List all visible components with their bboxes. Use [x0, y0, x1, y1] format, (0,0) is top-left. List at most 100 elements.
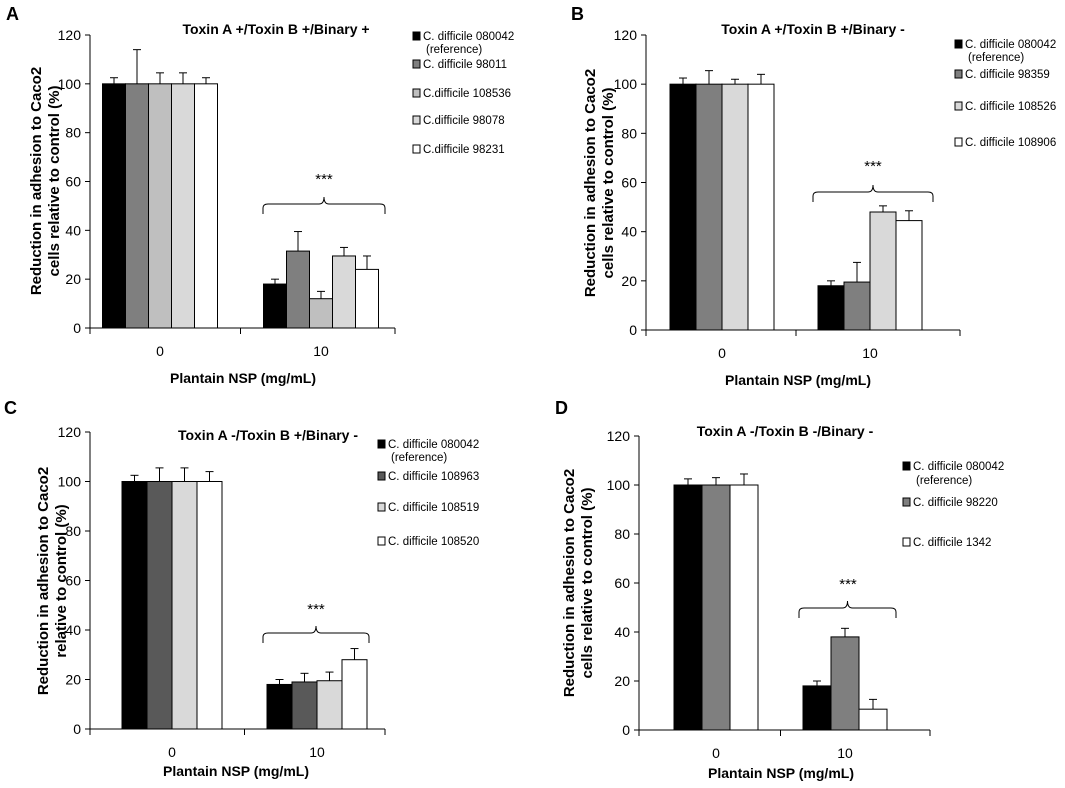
y-axis-label: Reduction in adhesion to Caco2cells rela… [561, 469, 596, 697]
x-tick-label: 10 [309, 744, 325, 760]
chart-panel-c: C Toxin A -/Toxin B +/Binary - 0 20 40 60 80 10… [4, 398, 479, 779]
x-axis-label: Plantain NSP (mg/mL) [708, 765, 854, 781]
y-tick-label: 120 [607, 428, 631, 444]
bar [895, 220, 923, 331]
legend-label: C.difficile 98231 [423, 144, 505, 156]
legend-swatch [902, 461, 911, 471]
bar [146, 481, 173, 730]
legend-swatch [412, 88, 421, 98]
y-tick-label: 40 [614, 624, 630, 640]
legend-swatch [377, 439, 386, 449]
y-tick-label: 40 [65, 622, 81, 638]
panel-letter: A [6, 4, 19, 24]
bar [316, 680, 343, 730]
bar [194, 83, 218, 329]
bar [721, 83, 749, 331]
legend-swatch [954, 137, 963, 147]
y-tick-label: 40 [621, 224, 637, 240]
bar [701, 484, 731, 731]
bar [309, 298, 333, 329]
bar [291, 681, 318, 730]
significance-label: *** [864, 158, 882, 175]
significance-bracket [812, 184, 934, 202]
y-tick-label: 60 [621, 175, 637, 191]
bar [171, 83, 195, 329]
bar [355, 268, 379, 329]
legend-label: C. difficile 1342 [913, 537, 991, 549]
significance-label: *** [315, 171, 333, 188]
y-tick-label: 80 [65, 125, 81, 141]
chart-title: Toxin A -/Toxin B +/Binary - [178, 427, 358, 443]
panel-letter: D [555, 398, 568, 418]
bar [729, 484, 759, 731]
legend-label: C. difficile 98220 [913, 497, 998, 509]
legend-label: C. difficile 108963 [388, 471, 479, 483]
legend-label: C. difficile 98011 [423, 59, 507, 71]
chart-title: Toxin A +/Toxin B +/Binary + [182, 21, 369, 37]
legend-label: C. difficile 080042 (reference) [423, 31, 514, 56]
bar [858, 708, 888, 731]
bar [263, 283, 287, 329]
chart-title: Toxin A -/Toxin B -/Binary - [697, 423, 874, 439]
legend-swatch [377, 471, 386, 481]
legend-label: C. difficile 080042 (reference) [913, 461, 1004, 487]
x-tick-label: 10 [862, 345, 878, 361]
y-tick-label: 20 [621, 273, 637, 289]
legend-swatch [377, 502, 386, 512]
bar [830, 636, 860, 731]
significance-bracket [262, 625, 370, 643]
bar [332, 255, 356, 329]
x-tick-label: 10 [313, 343, 329, 359]
bar [121, 481, 148, 730]
y-tick-label: 20 [614, 673, 630, 689]
y-tick-label: 120 [58, 424, 82, 440]
y-axis-label: Reduction in adhesion to Caco2cells rela… [582, 69, 617, 297]
legend-swatch [412, 31, 421, 41]
y-tick-label: 60 [614, 575, 630, 591]
legend-swatch [412, 115, 421, 125]
y-tick-label: 20 [65, 271, 81, 287]
panel-letter: C [4, 398, 17, 418]
y-tick-label: 0 [629, 322, 637, 338]
legend-label: C.difficile 98078 [423, 115, 505, 127]
legend-swatch [902, 497, 911, 507]
legend-label: C. difficile 108526 [965, 101, 1056, 113]
bar [817, 285, 845, 331]
y-tick-label: 120 [58, 27, 82, 43]
legend-swatch [412, 144, 421, 154]
y-tick-label: 100 [58, 76, 82, 92]
significance-bracket [262, 196, 386, 214]
y-tick-label: 100 [58, 474, 82, 490]
panel-letter: B [571, 4, 584, 24]
y-tick-label: 80 [621, 125, 637, 141]
legend-swatch [954, 101, 963, 111]
legend-label: C. difficile 108906 [965, 137, 1056, 149]
legend-label: C. difficile 108519 [388, 502, 479, 514]
y-tick-label: 100 [607, 477, 631, 493]
bar [869, 211, 897, 331]
legend-label: C. difficile 080042 (reference) [965, 39, 1056, 64]
x-axis-label: Plantain NSP (mg/mL) [170, 370, 316, 386]
y-tick-label: 0 [73, 721, 81, 737]
chart-panel-a: A Toxin A +/Toxin B +/Binary + 0 20 40 60 80 10… [6, 4, 514, 386]
legend-swatch [954, 69, 963, 79]
significance-label: *** [839, 576, 857, 593]
x-axis-label: Plantain NSP (mg/mL) [163, 763, 309, 779]
chart-title: Toxin A +/Toxin B +/Binary - [721, 21, 905, 37]
bar [341, 659, 368, 730]
bar [695, 83, 723, 331]
y-axis-label: Reduction in adhesion to Caco2cells rela… [28, 67, 63, 295]
y-tick-label: 120 [614, 27, 638, 43]
legend-label: C. difficile 98359 [965, 69, 1050, 81]
y-tick-label: 100 [614, 76, 638, 92]
x-tick-label: 10 [837, 745, 853, 761]
bar [102, 83, 126, 329]
legend-swatch [377, 536, 386, 546]
y-tick-label: 60 [65, 174, 81, 190]
bar [802, 685, 832, 731]
significance-label: *** [307, 601, 325, 618]
x-tick-label: 0 [718, 345, 726, 361]
y-axis-label: Reduction in adhesion to Caco2relative t… [35, 467, 70, 695]
bar [148, 83, 172, 329]
